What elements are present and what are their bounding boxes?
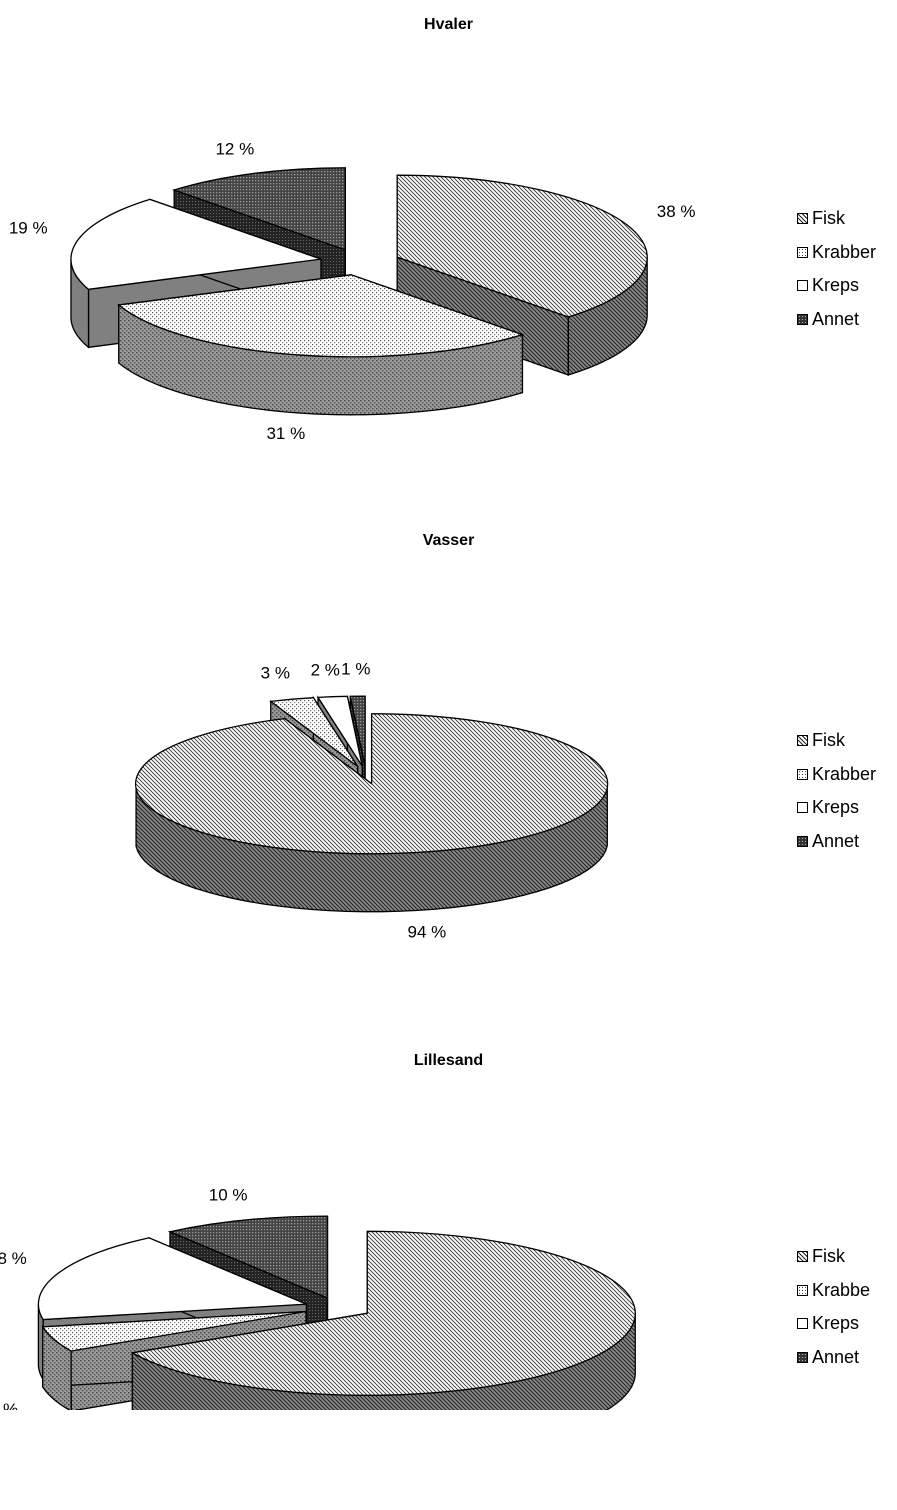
legend-item-krabbe: Krabbe: [797, 1274, 870, 1308]
legend-label: Krabbe: [812, 1279, 871, 1300]
legend-item-annet: Annet: [797, 825, 876, 859]
slice-label-annet: 10 %: [209, 1186, 248, 1205]
legend-swatch-annet: [797, 835, 808, 847]
legend-swatch-annet: [797, 1351, 808, 1363]
slice-label-kreps: 19 %: [9, 219, 48, 238]
legend-swatch-fisk: [797, 735, 808, 747]
legend-swatch-fisk: [797, 1251, 808, 1263]
legend-label: Annet: [812, 1346, 860, 1367]
legend: Fisk Krabber Kreps Annet: [797, 202, 876, 336]
pie-slice-fisk: [130, 1230, 636, 1410]
legend-item-kreps: Kreps: [797, 791, 876, 825]
slice-top: [316, 695, 363, 767]
legend-label: Krabber: [812, 241, 877, 262]
legend-label: Fisk: [812, 1246, 845, 1266]
slice-top: [130, 1230, 636, 1396]
legend-item-fisk: Fisk: [797, 1240, 870, 1274]
slice-label-krabber: 3 %: [261, 663, 290, 682]
legend: Fisk Krabbe Kreps Annet: [797, 1240, 870, 1374]
slice-label-annet: 12 %: [215, 139, 254, 158]
legend-item-krabber: Krabber: [797, 758, 876, 792]
slice-top: [70, 198, 322, 291]
pie-slice-krabber: [117, 273, 525, 416]
pie-slice-fisk: [396, 174, 648, 376]
slice-top: [134, 713, 609, 855]
chart-vasser: Vasser 94 % 3 % 2 % 1 % Fisk Krabber Kreps …: [0, 520, 897, 990]
legend-item-krabber: Krabber: [797, 236, 876, 270]
slice-top: [269, 697, 359, 767]
slice-top: [117, 274, 525, 358]
legend-swatch-krabber: [797, 246, 808, 258]
slice-label-kreps: 2 %: [311, 660, 340, 679]
legend-item-fisk: Fisk: [797, 724, 876, 758]
slice-label-fisk: 94 %: [408, 923, 447, 942]
slice-top: [167, 1215, 329, 1300]
slice-label-kreps: 18 %: [0, 1249, 27, 1268]
legend-item-annet: Annet: [797, 303, 876, 337]
slice-top: [41, 1310, 307, 1352]
pie-chart-lillesand: 67 %5 %18 %10 %: [0, 1186, 636, 1410]
slice-label-fisk: 38 %: [657, 202, 696, 221]
slice-label-annet: 1 %: [341, 660, 370, 679]
legend-label: Annet: [812, 830, 860, 851]
slice-label-krabbe: 5 %: [0, 1400, 18, 1410]
legend-swatch-fisk: [797, 213, 808, 225]
legend-swatch-krabber: [797, 768, 808, 780]
legend-item-kreps: Kreps: [797, 1307, 870, 1341]
legend-swatch-kreps: [797, 802, 808, 814]
slice-label-krabber: 31 %: [266, 424, 305, 443]
legend-swatch-kreps: [797, 1318, 808, 1330]
chart-title: Hvaler: [424, 16, 473, 33]
legend-label: Kreps: [812, 1313, 860, 1333]
slice-top: [349, 695, 366, 767]
pie-chart-vasser: 94 % 3 % 2 % 1 %: [134, 660, 609, 942]
slice-top: [37, 1237, 307, 1321]
legend-label: Kreps: [812, 275, 860, 295]
pie-slice-fisk: [134, 713, 609, 913]
legend-swatch-kreps: [797, 280, 808, 292]
slice-top: [172, 167, 346, 251]
chart-title: Lillesand: [413, 1052, 484, 1069]
chart-hvaler: Hvaler 38 % 31 % 19 % 12 % Fisk Krabber Kre…: [0, 0, 897, 470]
legend-label: Kreps: [812, 797, 860, 817]
chart-lillesand: Lillesand 67 %5 %18 %10 % Fisk Krabbe Kr…: [0, 1040, 897, 1510]
chart-title: Vasser: [422, 532, 475, 549]
legend: Fisk Krabber Kreps Annet: [797, 724, 876, 858]
legend-label: Krabber: [812, 763, 877, 784]
legend-swatch-krabbe: [797, 1284, 808, 1296]
legend-item-fisk: Fisk: [797, 202, 876, 236]
pie-chart-hvaler: 38 % 31 % 19 % 12 %: [9, 139, 696, 443]
legend-swatch-annet: [797, 313, 808, 325]
legend-label: Fisk: [812, 730, 845, 750]
legend-label: Annet: [812, 308, 860, 329]
slice-top: [396, 174, 648, 318]
legend-item-annet: Annet: [797, 1341, 870, 1375]
legend-item-kreps: Kreps: [797, 269, 876, 303]
legend-label: Fisk: [812, 208, 845, 228]
